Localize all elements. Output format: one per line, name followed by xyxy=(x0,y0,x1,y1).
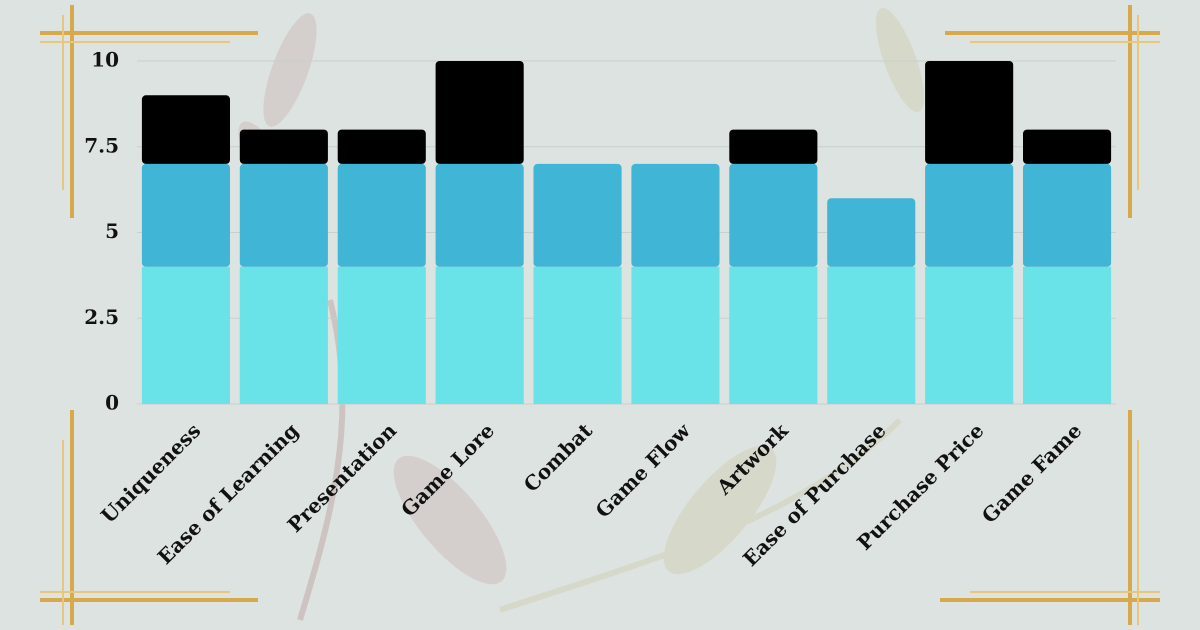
y-tick-label: 0 xyxy=(105,391,119,415)
bar-segment xyxy=(925,266,1014,404)
y-tick-label: 2.5 xyxy=(84,305,119,329)
bar-segment xyxy=(239,129,328,164)
bar-segment xyxy=(631,266,720,404)
y-tick-label: 7.5 xyxy=(84,133,119,157)
y-tick-label: 5 xyxy=(105,219,119,243)
bar-segment xyxy=(141,163,231,267)
bar-segment xyxy=(827,198,916,267)
frame xyxy=(40,5,1160,625)
bar-segment xyxy=(533,266,622,404)
bar-segment xyxy=(337,266,426,404)
bar-segment xyxy=(729,266,818,404)
bar-segment xyxy=(925,163,1014,267)
bar-segment xyxy=(141,95,231,164)
bar-segment xyxy=(925,61,1014,164)
bar-segment xyxy=(1022,163,1112,267)
bar-segment xyxy=(239,266,328,404)
bar-segment xyxy=(435,266,524,404)
bar-segment xyxy=(1022,266,1112,404)
bar-segment xyxy=(239,163,328,267)
bar-segment xyxy=(337,163,426,267)
bar-segment xyxy=(435,163,524,267)
bar-segment xyxy=(827,266,916,404)
y-tick-label: 10 xyxy=(91,48,119,72)
bar-segment xyxy=(141,266,231,404)
bar-segment xyxy=(631,163,720,267)
bar-segment xyxy=(337,129,426,164)
bar-segment xyxy=(729,163,818,267)
bar-segment xyxy=(435,61,524,164)
bar-segment xyxy=(533,163,622,267)
bar-segment xyxy=(1022,129,1112,164)
bar-segment xyxy=(729,129,818,164)
